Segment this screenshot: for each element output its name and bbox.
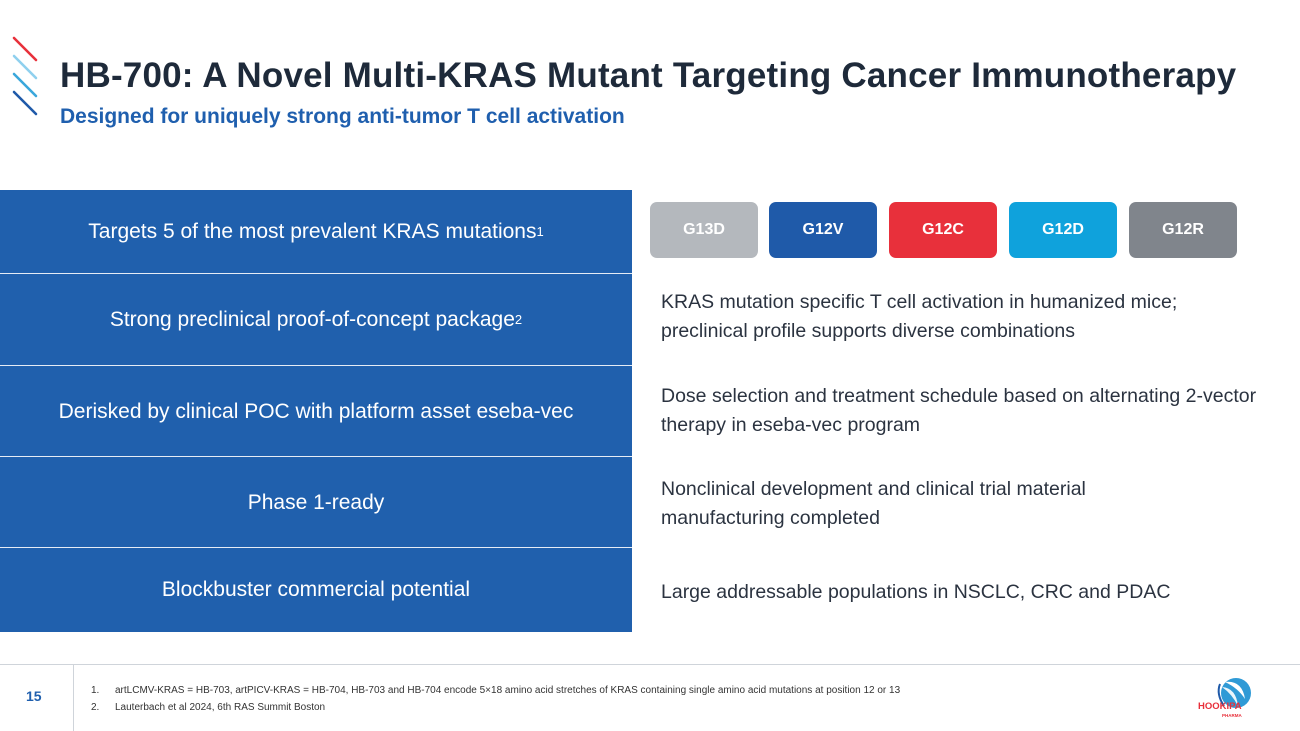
- page-title: HB-700: A Novel Multi-KRAS Mutant Target…: [60, 56, 1237, 95]
- highlight-row-mutations: Targets 5 of the most prevalent KRAS mut…: [88, 219, 544, 243]
- logo-wordmark: HOOKIPA: [1198, 701, 1242, 712]
- mutation-tag-g12d: G12D: [1009, 202, 1117, 258]
- footer-divider: [0, 664, 1300, 665]
- row-divider: [0, 273, 632, 274]
- decorative-accent-lines: [12, 36, 38, 116]
- row-divider: [0, 365, 632, 366]
- hookipa-logo: HOOKIPA PHARMA: [1198, 678, 1251, 718]
- mutation-tag-g12v: G12V: [769, 202, 877, 258]
- row-divider: [0, 456, 632, 457]
- highlight-row-commercial: Blockbuster commercial potential: [161, 578, 471, 601]
- footnote-1: 1. artLCMV-KRAS = HB-703, artPICV-KRAS =…: [91, 685, 901, 696]
- highlight-row-phase1: Phase 1-ready: [247, 490, 385, 514]
- highlight-row-preclinical: Strong preclinical proof-of-concept pack…: [109, 307, 523, 331]
- mutation-tag-g12c: G12C: [889, 202, 997, 258]
- page-number: 15: [26, 688, 42, 704]
- mutation-tag-g13d: G13D: [650, 202, 758, 258]
- highlights-panel: Targets 5 of the most prevalent KRAS mut…: [0, 190, 632, 632]
- mutation-tag-g12r: G12R: [1129, 202, 1237, 258]
- logo-subtext: PHARMA: [1222, 713, 1242, 718]
- detail-preclinical: KRAS mutation specific T cell activation…: [661, 291, 1178, 342]
- row-divider: [0, 547, 632, 548]
- footnote-2: 2. Lauterbach et al 2024, 6th RAS Summit…: [91, 702, 326, 713]
- page-subtitle: Designed for uniquely strong anti-tumor …: [60, 105, 625, 128]
- detail-phase1: Nonclinical development and clinical tri…: [661, 478, 1086, 529]
- highlight-row-derisked: Derisked by clinical POC with platform a…: [58, 399, 574, 423]
- detail-derisked: Dose selection and treatment schedule ba…: [661, 385, 1257, 436]
- detail-commercial: Large addressable populations in NSCLC, …: [661, 581, 1171, 603]
- footnotes: 1. artLCMV-KRAS = HB-703, artPICV-KRAS =…: [91, 682, 900, 716]
- footer-vertical-divider: [73, 664, 74, 731]
